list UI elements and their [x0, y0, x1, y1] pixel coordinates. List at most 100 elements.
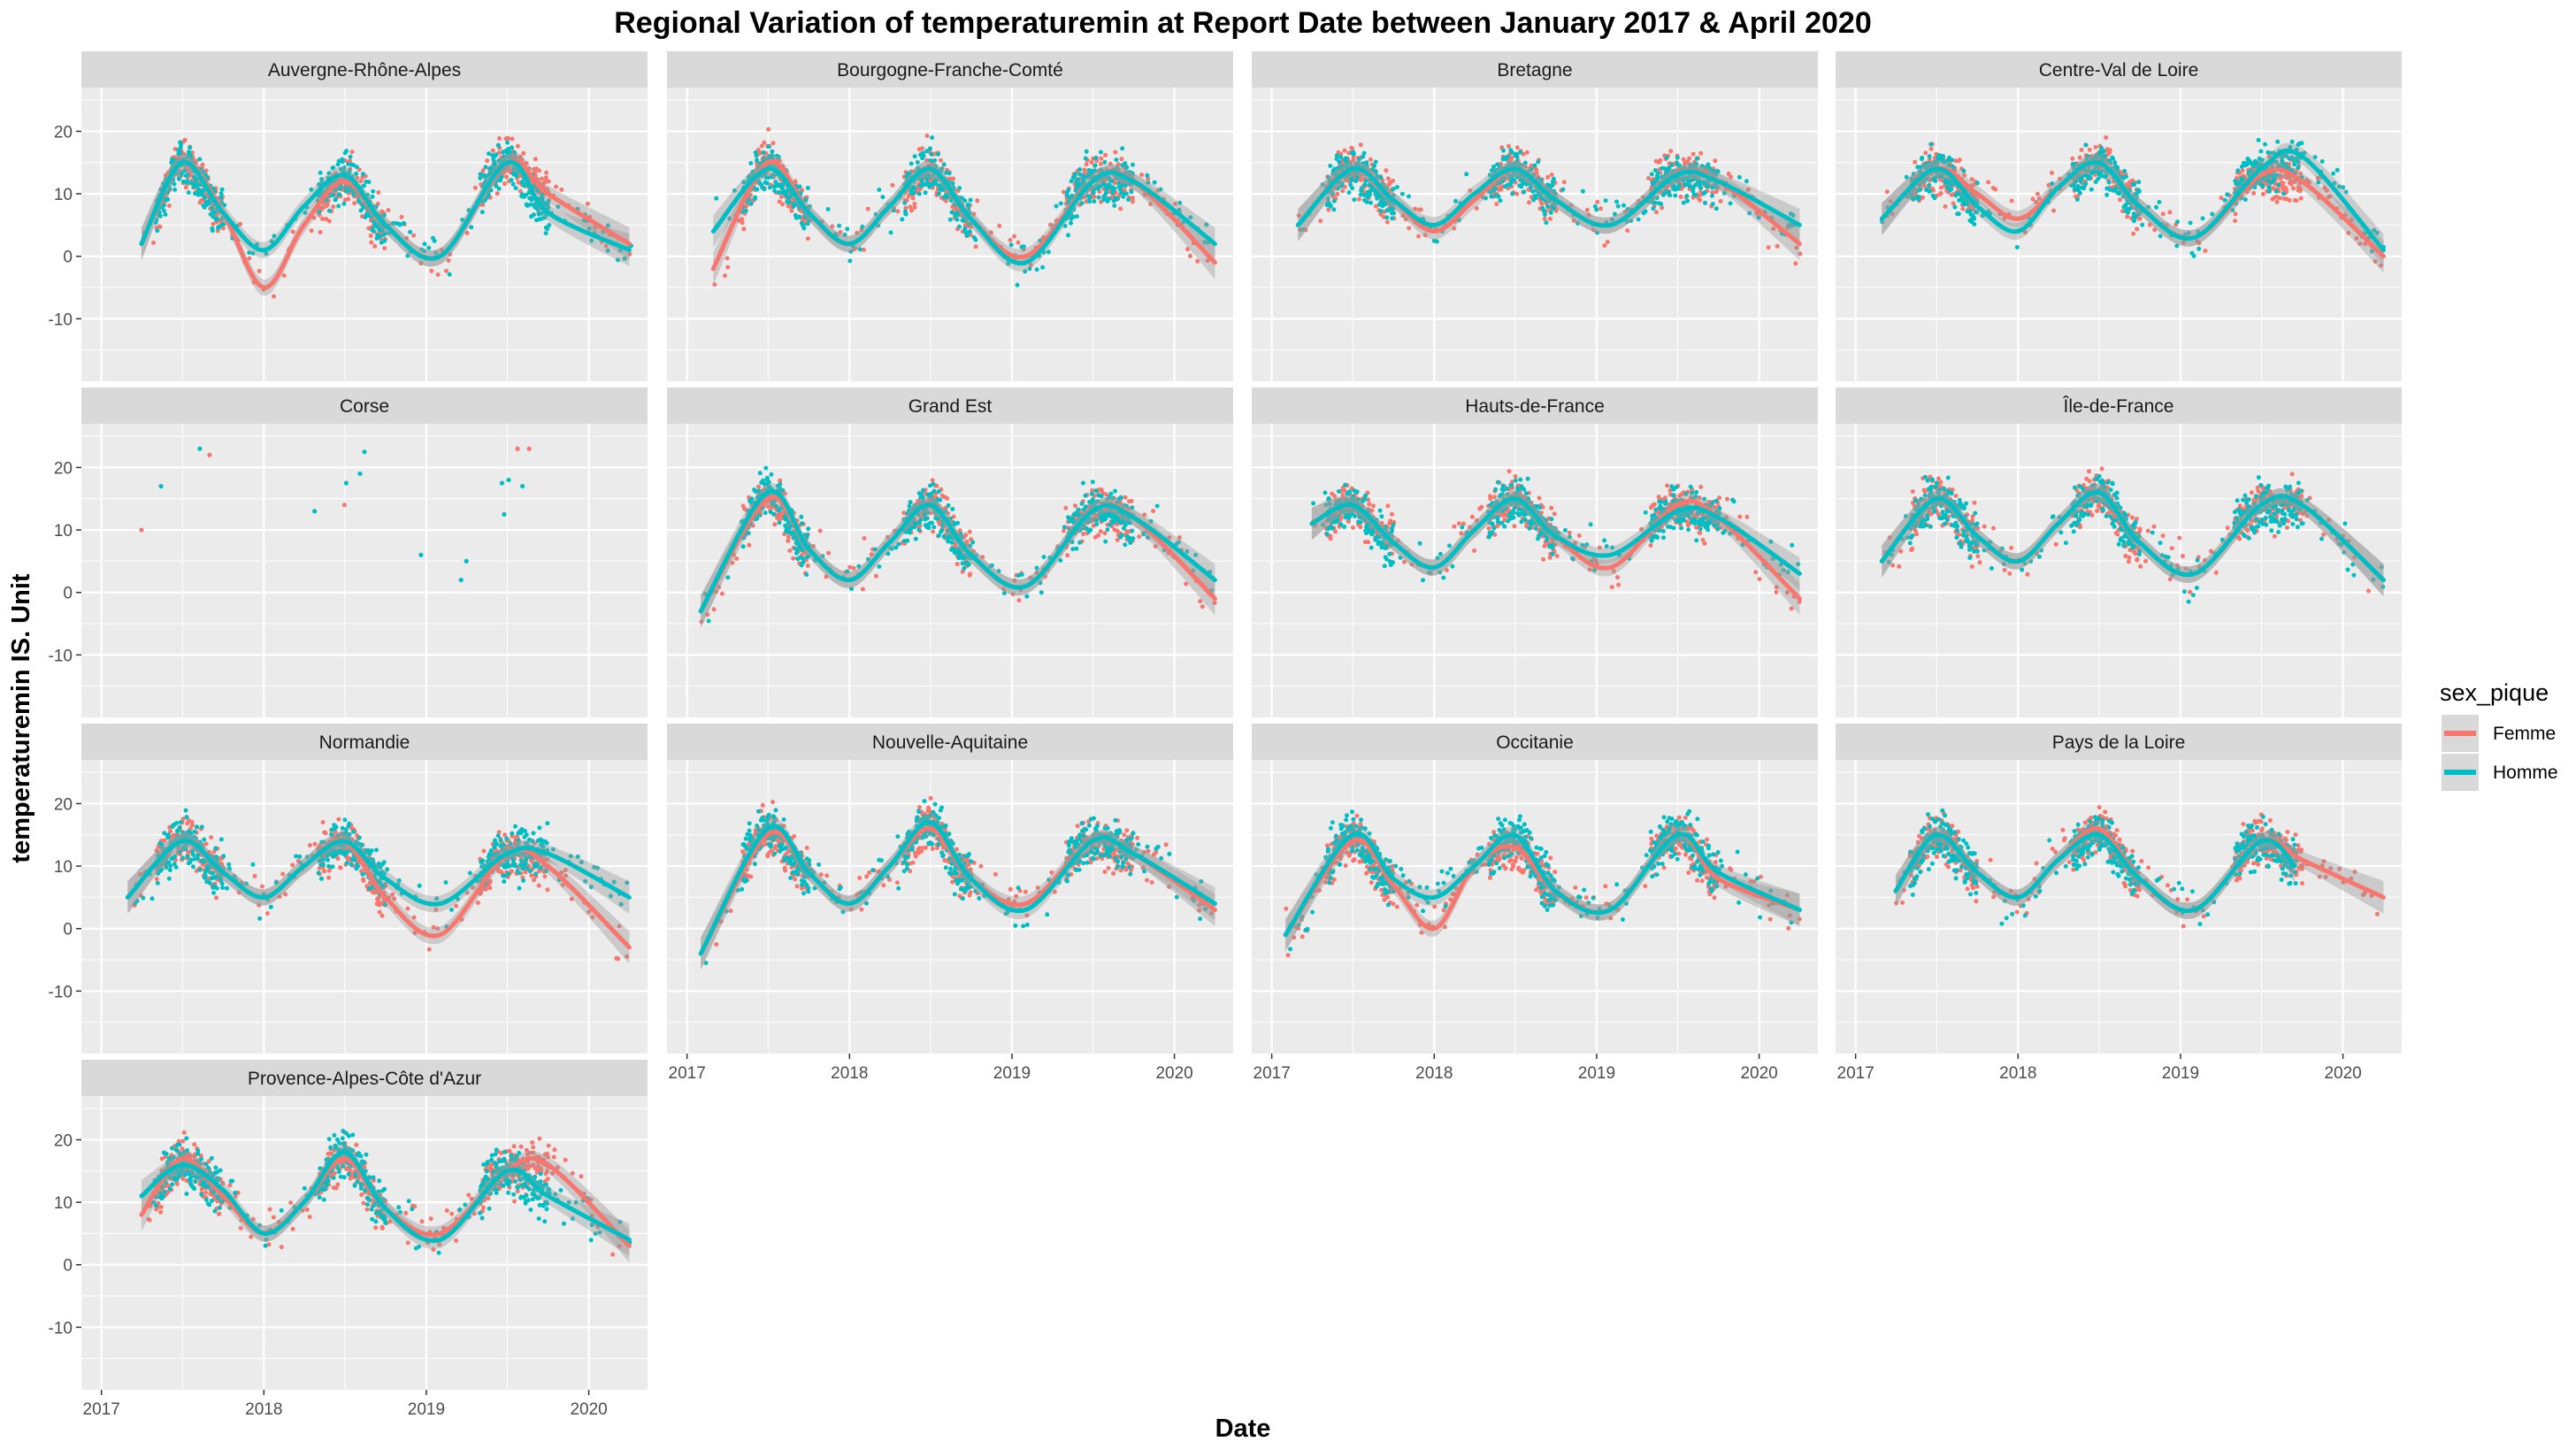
data-point: [1536, 159, 1541, 165]
data-point: [1544, 220, 1549, 226]
data-point: [1539, 201, 1545, 206]
data-point: [930, 478, 935, 483]
facet-centre-val-de-loire: Centre-Val de Loire: [1836, 51, 2402, 381]
data-point: [422, 242, 427, 247]
data-point: [366, 180, 372, 185]
data-point: [469, 225, 474, 230]
data-point: [1453, 198, 1458, 203]
data-point: [793, 179, 798, 184]
data-point: [769, 472, 774, 477]
data-point: [740, 544, 746, 549]
data-point: [1494, 202, 1499, 207]
data-point: [1188, 253, 1192, 258]
data-point: [743, 208, 748, 213]
data-point: [429, 268, 434, 273]
data-point: [1920, 195, 1925, 200]
data-point: [1338, 151, 1344, 157]
data-point: [513, 186, 518, 191]
data-point: [1928, 188, 1933, 194]
data-point: [1064, 193, 1070, 198]
data-point: [1927, 161, 1932, 165]
data-point: [161, 203, 166, 208]
data-point: [763, 465, 769, 471]
data-point: [1595, 199, 1600, 204]
data-point: [1728, 201, 1733, 206]
data-point: [510, 181, 516, 187]
data-point: [202, 195, 207, 200]
data-point: [965, 202, 970, 207]
data-point: [2239, 164, 2244, 169]
data-point: [444, 268, 448, 273]
data-point: [921, 153, 926, 158]
data-point: [2233, 218, 2237, 224]
data-point: [916, 191, 922, 196]
data-point: [2280, 158, 2285, 164]
data-point: [1951, 201, 1956, 206]
data-point: [778, 194, 784, 199]
data-point: [272, 234, 277, 239]
facet-bourgogne-franche-comte: Bourgogne-Franche-Comté: [667, 51, 1233, 381]
data-point: [1361, 161, 1366, 166]
data-point: [1362, 182, 1368, 188]
data-point: [805, 221, 810, 226]
data-point: [1131, 162, 1135, 167]
data-point: [1205, 258, 1210, 263]
data-point: [1364, 164, 1369, 168]
data-point: [1789, 223, 1794, 228]
data-point: [947, 171, 952, 176]
data-point: [2070, 156, 2075, 161]
data-point: [860, 224, 865, 229]
data-point: [1524, 150, 1530, 155]
data-point: [766, 126, 771, 132]
data-point: [1702, 165, 1707, 170]
data-point: [2074, 197, 2080, 202]
data-point: [1530, 188, 1536, 194]
data-point: [970, 548, 976, 554]
data-point: [1678, 195, 1683, 199]
data-point: [381, 212, 387, 218]
data-point: [509, 178, 514, 183]
data-point: [1198, 599, 1203, 604]
data-point: [924, 134, 930, 138]
data-point: [158, 484, 164, 489]
data-point: [2273, 188, 2279, 194]
data-point: [1667, 165, 1672, 171]
data-point: [368, 234, 373, 238]
data-point: [2288, 144, 2293, 150]
data-point: [1148, 202, 1153, 207]
data-point: [2259, 157, 2265, 163]
data-point: [194, 158, 199, 164]
data-point: [934, 181, 939, 187]
data-point: [1636, 198, 1641, 203]
data-point: [165, 189, 170, 195]
data-point: [2341, 185, 2346, 190]
data-point: [1034, 267, 1039, 272]
data-point: [2274, 199, 2280, 204]
data-point: [1710, 193, 1714, 198]
data-point: [1911, 196, 1916, 202]
data-point: [2106, 158, 2111, 163]
data-point: [499, 480, 505, 486]
data-point: [515, 446, 520, 451]
data-point: [2331, 171, 2336, 176]
data-point: [891, 208, 896, 213]
data-point: [915, 160, 920, 165]
data-point: [2160, 211, 2166, 217]
facet-strip-label: Centre-Val de Loire: [2039, 60, 2199, 80]
data-point: [1001, 586, 1006, 592]
data-point: [369, 240, 374, 245]
data-point: [2083, 181, 2089, 186]
data-point: [699, 619, 704, 625]
facet-strip: [667, 51, 1233, 88]
data-point: [1212, 601, 1217, 606]
data-point: [2078, 179, 2083, 184]
data-point: [2242, 197, 2248, 203]
data-point: [711, 607, 717, 612]
data-point: [1118, 206, 1123, 211]
data-point: [2097, 152, 2102, 157]
data-point: [1586, 212, 1591, 218]
data-point: [2035, 191, 2040, 196]
data-point: [1501, 148, 1506, 153]
data-point: [1058, 201, 1063, 206]
data-point: [1350, 186, 1355, 191]
